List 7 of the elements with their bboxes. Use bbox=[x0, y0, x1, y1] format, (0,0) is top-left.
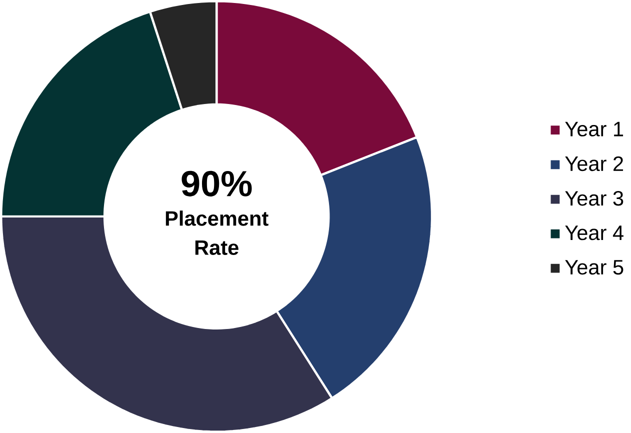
text: 90% bbox=[182, 170, 252, 197]
legend-label: Year 3 bbox=[565, 191, 624, 206]
legend-label: Year 5 bbox=[565, 260, 624, 275]
legend-label: Year 4 bbox=[565, 226, 624, 240]
legend-label: Year 1 bbox=[565, 122, 624, 136]
text: Placement Rate bbox=[166, 210, 268, 256]
legend-label: Year 2 bbox=[565, 156, 624, 172]
